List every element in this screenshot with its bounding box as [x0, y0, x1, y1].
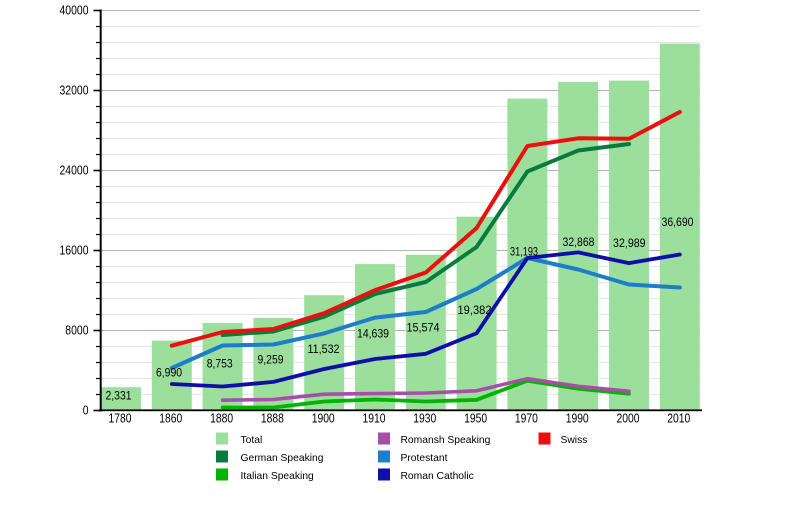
svg-text:8,753: 8,753 [207, 357, 233, 371]
svg-text:Swiss: Swiss [561, 435, 588, 446]
svg-text:German Speaking: German Speaking [241, 453, 324, 464]
svg-text:8000: 8000 [65, 324, 88, 338]
svg-text:Romansh Speaking: Romansh Speaking [401, 435, 491, 446]
svg-text:1930: 1930 [413, 412, 436, 426]
svg-text:Protestant: Protestant [401, 453, 448, 464]
svg-text:Roman Catholic: Roman Catholic [401, 471, 474, 482]
svg-text:Italian Speaking: Italian Speaking [241, 471, 315, 482]
svg-text:2010: 2010 [667, 412, 690, 426]
svg-text:1860: 1860 [159, 412, 182, 426]
svg-text:40000: 40000 [60, 4, 89, 18]
svg-text:1910: 1910 [363, 412, 386, 426]
svg-text:2,331: 2,331 [106, 389, 132, 403]
svg-text:16000: 16000 [60, 244, 89, 258]
svg-text:1990: 1990 [566, 412, 589, 426]
svg-text:1970: 1970 [515, 412, 538, 426]
svg-text:32,989: 32,989 [613, 236, 646, 250]
svg-text:19,382: 19,382 [458, 303, 492, 317]
svg-text:11,532: 11,532 [308, 342, 340, 356]
svg-text:31,193: 31,193 [510, 245, 538, 259]
svg-text:0: 0 [83, 404, 89, 418]
svg-text:1950: 1950 [464, 412, 487, 426]
svg-text:24000: 24000 [60, 164, 89, 178]
svg-text:14,639: 14,639 [357, 327, 389, 341]
svg-text:1888: 1888 [261, 412, 284, 426]
svg-text:2000: 2000 [617, 412, 640, 426]
svg-text:9,259: 9,259 [258, 353, 284, 367]
svg-text:1900: 1900 [312, 412, 335, 426]
svg-text:32000: 32000 [60, 84, 89, 98]
svg-text:32,868: 32,868 [563, 235, 595, 249]
svg-text:36,690: 36,690 [662, 215, 694, 229]
svg-text:15,574: 15,574 [407, 321, 440, 335]
svg-text:1780: 1780 [109, 412, 132, 426]
svg-text:1880: 1880 [210, 412, 233, 426]
svg-text:Total: Total [241, 435, 263, 446]
svg-text:6,990: 6,990 [156, 366, 182, 380]
